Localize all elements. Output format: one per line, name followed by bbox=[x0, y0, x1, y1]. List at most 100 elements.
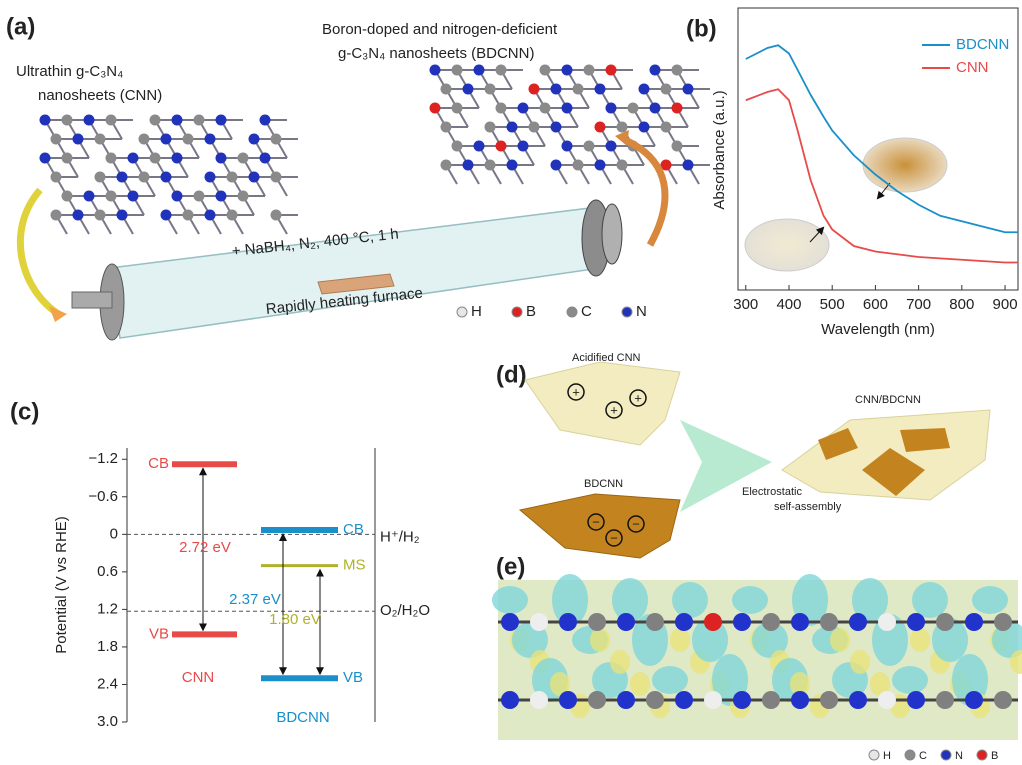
atom bbox=[518, 141, 529, 152]
atom bbox=[675, 613, 693, 631]
y-tick-label: 0.6 bbox=[97, 563, 118, 580]
atom-key bbox=[905, 750, 915, 760]
atom bbox=[588, 613, 606, 631]
atom bbox=[441, 160, 452, 171]
charge: − bbox=[592, 514, 600, 529]
label: BDCNN bbox=[584, 478, 623, 490]
atom bbox=[463, 84, 474, 95]
atom bbox=[849, 613, 867, 631]
atom bbox=[584, 141, 595, 152]
atom bbox=[95, 134, 106, 145]
atom bbox=[62, 115, 73, 126]
sheet bbox=[525, 362, 680, 445]
patch bbox=[900, 428, 950, 452]
panel-label: (b) bbox=[686, 15, 717, 42]
gap-label: 2.37 eV bbox=[229, 591, 281, 608]
atom bbox=[106, 191, 117, 202]
isosurface bbox=[590, 628, 610, 652]
atom bbox=[183, 210, 194, 221]
y-tick-label: −0.6 bbox=[88, 488, 118, 505]
y-axis-label: Absorbance (a.u.) bbox=[711, 90, 728, 209]
atom bbox=[463, 160, 474, 171]
atom bbox=[249, 134, 260, 145]
atom bbox=[139, 172, 150, 183]
charge: + bbox=[572, 384, 580, 399]
atom bbox=[606, 103, 617, 114]
x-tick-label: 800 bbox=[949, 296, 974, 313]
x-tick-label: 500 bbox=[820, 296, 845, 313]
reference-label: O₂/H₂O bbox=[380, 602, 430, 619]
y-tick-label: −1.2 bbox=[88, 450, 118, 467]
atom bbox=[452, 141, 463, 152]
atom bbox=[639, 122, 650, 133]
atom bbox=[249, 172, 260, 183]
atom bbox=[496, 103, 507, 114]
atom-label: H bbox=[883, 750, 891, 762]
powder-image bbox=[863, 138, 947, 192]
atom bbox=[271, 134, 282, 145]
atom bbox=[646, 691, 664, 709]
atom bbox=[194, 115, 205, 126]
band-label: MS bbox=[343, 557, 366, 574]
atom-label: C bbox=[581, 303, 592, 320]
powder-image bbox=[745, 219, 829, 271]
atom bbox=[161, 134, 172, 145]
atom bbox=[485, 122, 496, 133]
panel-label: (e) bbox=[496, 553, 525, 580]
atom bbox=[139, 134, 150, 145]
caption: Ultrathin g-C₃N₄ bbox=[16, 63, 123, 80]
atom bbox=[51, 210, 62, 221]
atom bbox=[907, 691, 925, 709]
atom bbox=[161, 210, 172, 221]
atom bbox=[172, 115, 183, 126]
atom bbox=[474, 65, 485, 76]
series-name: CNN bbox=[182, 669, 215, 686]
atom bbox=[551, 160, 562, 171]
y-tick-label: 1.2 bbox=[97, 600, 118, 617]
isosurface bbox=[912, 582, 948, 618]
atom bbox=[51, 172, 62, 183]
panel-d: Acidified CNN BDCNN CNN/BDCNN Electrosta… bbox=[520, 352, 990, 558]
atom-key bbox=[977, 750, 987, 760]
atom bbox=[791, 691, 809, 709]
atom bbox=[849, 691, 867, 709]
atom bbox=[40, 115, 51, 126]
atom bbox=[562, 65, 573, 76]
atom bbox=[260, 115, 271, 126]
y-tick-label: 2.4 bbox=[97, 675, 118, 692]
atom bbox=[485, 84, 496, 95]
atom bbox=[474, 141, 485, 152]
atom bbox=[51, 134, 62, 145]
atom bbox=[441, 122, 452, 133]
atom bbox=[117, 210, 128, 221]
caption: g-C₃N₄ nanosheets (BDCNN) bbox=[338, 45, 534, 62]
atom bbox=[639, 84, 650, 95]
panel-label: (c) bbox=[10, 398, 39, 425]
atom bbox=[704, 613, 722, 631]
x-tick-label: 900 bbox=[993, 296, 1018, 313]
band-label: VB bbox=[149, 625, 169, 642]
arrow bbox=[625, 140, 665, 245]
atom bbox=[183, 134, 194, 145]
atom bbox=[452, 103, 463, 114]
atom bbox=[62, 191, 73, 202]
atom-key bbox=[512, 307, 522, 317]
atom-label: N bbox=[955, 750, 963, 762]
atom bbox=[227, 172, 238, 183]
atom bbox=[878, 691, 896, 709]
atom bbox=[820, 691, 838, 709]
atom bbox=[452, 65, 463, 76]
atom bbox=[205, 172, 216, 183]
gap-label: 2.72 eV bbox=[179, 539, 231, 556]
atom bbox=[205, 134, 216, 145]
atom bbox=[606, 65, 617, 76]
isosurface bbox=[850, 650, 870, 674]
atom bbox=[128, 191, 139, 202]
atom bbox=[106, 153, 117, 164]
atom bbox=[617, 613, 635, 631]
atom bbox=[907, 613, 925, 631]
atom-label: B bbox=[526, 303, 536, 320]
atom bbox=[84, 115, 95, 126]
